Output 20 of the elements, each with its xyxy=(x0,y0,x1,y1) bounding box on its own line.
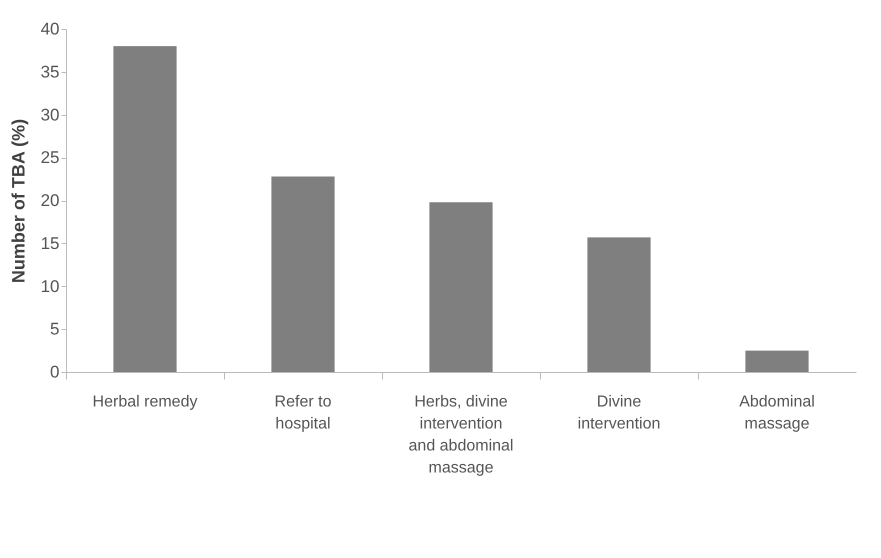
y-tick-label: 10 xyxy=(40,276,60,296)
x-tick-label: Herbs, divine intervention and abdominal massage xyxy=(408,394,514,476)
y-tick-label: 30 xyxy=(40,105,60,124)
bar xyxy=(429,202,493,372)
y-tick-label: 20 xyxy=(40,191,60,210)
x-tick-label: Refer to hospital xyxy=(274,394,332,432)
x-tick-label: Divine intervention xyxy=(578,394,660,432)
y-tick-label: 15 xyxy=(40,234,60,253)
bar xyxy=(113,46,177,372)
bar xyxy=(745,350,809,372)
y-tick-label: 5 xyxy=(50,320,60,339)
y-axis-title: Number of TBA (%) xyxy=(8,118,29,284)
y-tick-label: 35 xyxy=(40,62,60,82)
y-tick-label: 40 xyxy=(40,20,60,38)
bar xyxy=(587,237,651,372)
y-tick-label: 0 xyxy=(50,362,60,382)
x-tick-label: Abdominal massage xyxy=(739,394,815,432)
y-tick-label: 25 xyxy=(40,148,60,168)
x-tick-label: Herbal remedy xyxy=(92,394,198,410)
bar xyxy=(271,176,335,372)
